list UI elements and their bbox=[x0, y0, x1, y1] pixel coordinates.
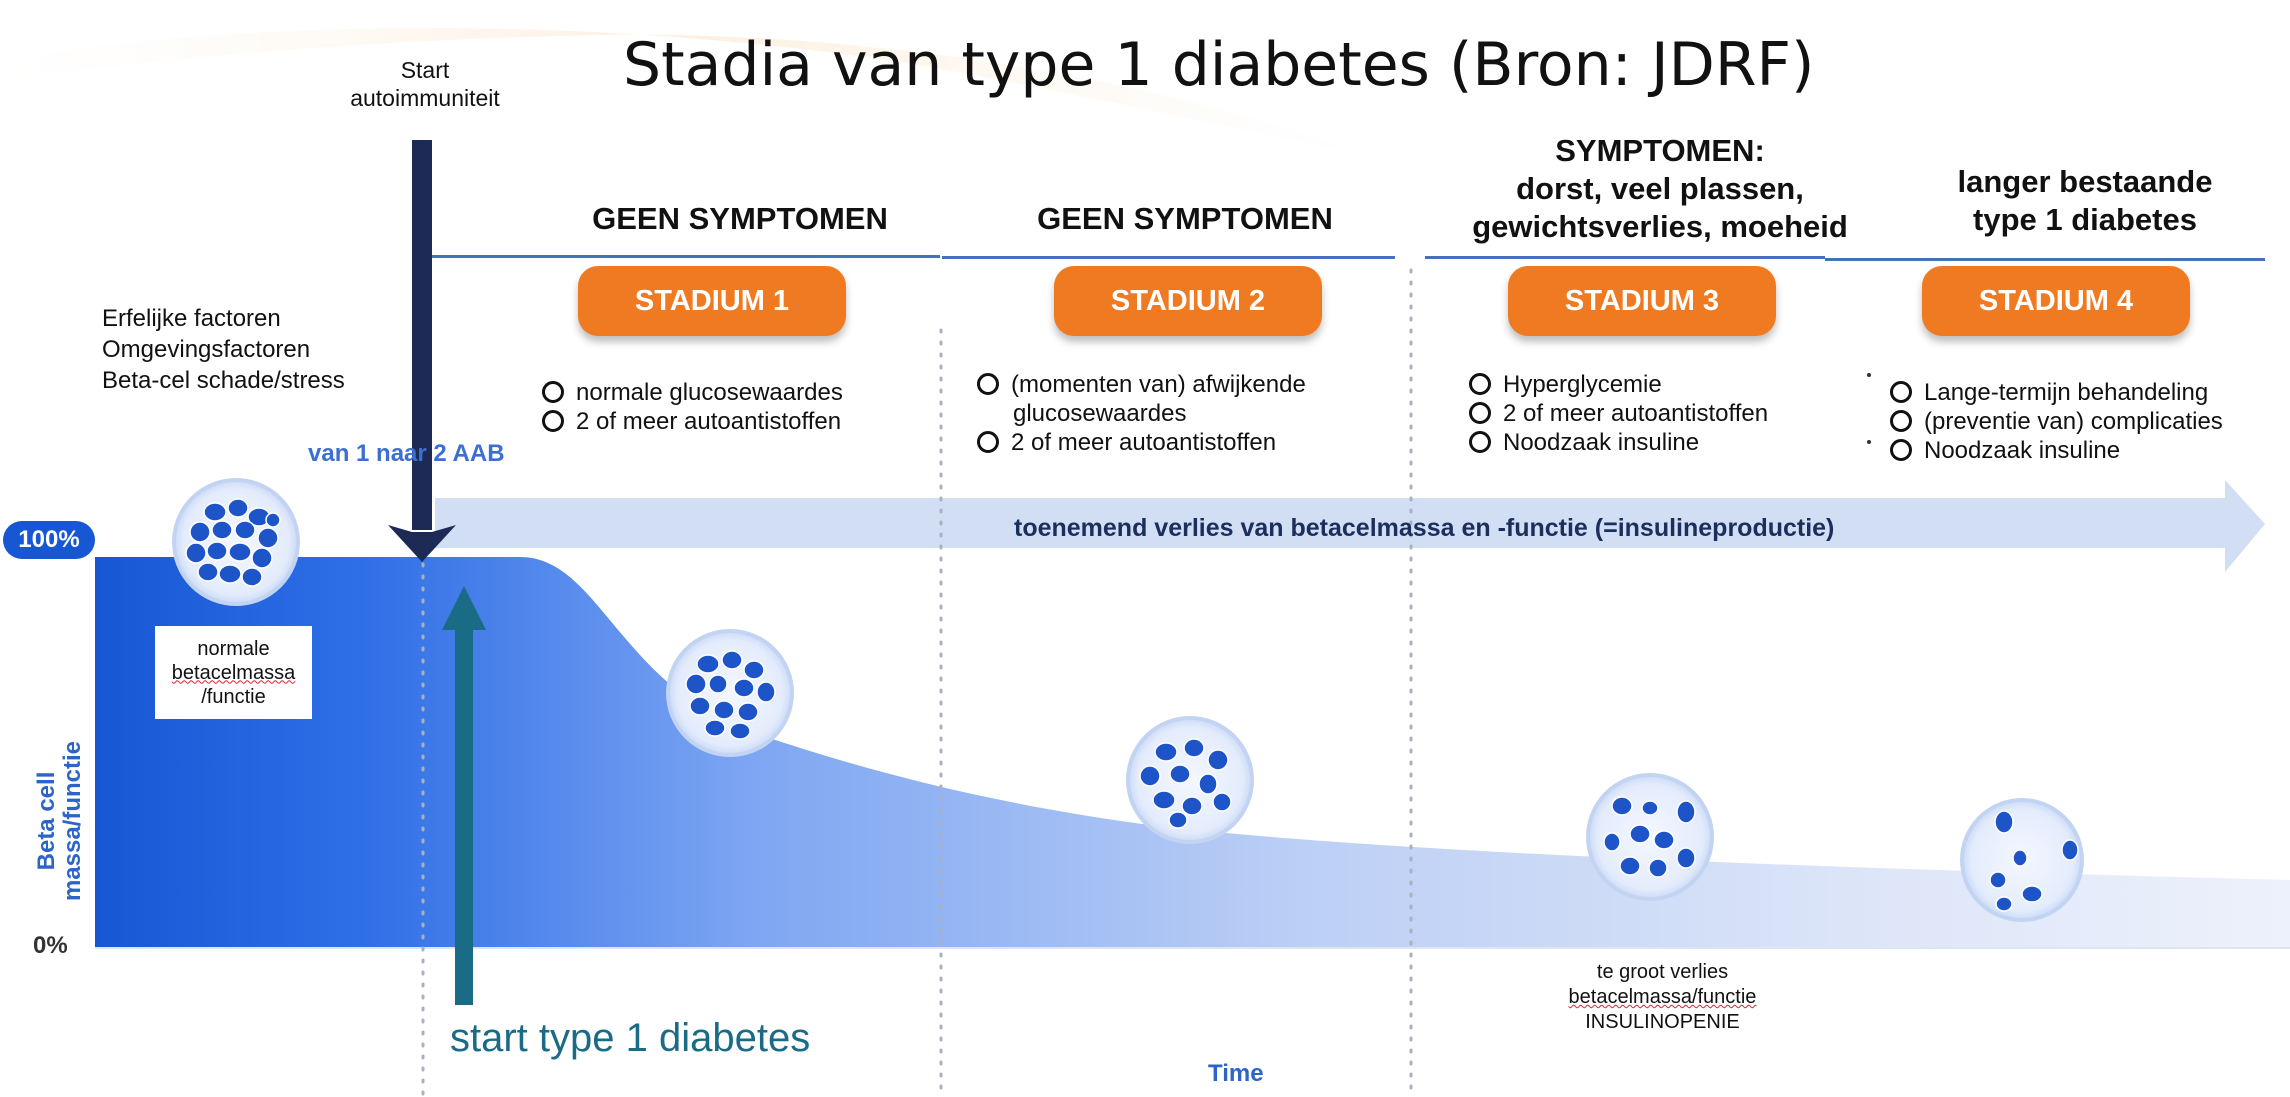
start-t1d-label: start type 1 diabetes bbox=[450, 1016, 811, 1060]
beta-cell-curve-area bbox=[95, 557, 2290, 948]
risk-factors: Erfelijke factoren Omgevingsfactoren Bet… bbox=[102, 303, 345, 396]
stage-2-header: GEEN SYMPTOMEN bbox=[1037, 201, 1333, 236]
bullet-ring-icon bbox=[1469, 373, 1491, 395]
bullet-ring-icon bbox=[977, 431, 999, 453]
progress-arrow-label: toenemend verlies van betacelmassa en -f… bbox=[1014, 514, 1835, 542]
stage-4-badge: STADIUM 4 bbox=[1922, 266, 2190, 336]
stage-2-rule bbox=[942, 256, 1395, 259]
background-swoosh bbox=[0, 27, 1380, 160]
stage-1-rule bbox=[432, 255, 940, 258]
bullet-ring-icon bbox=[542, 381, 564, 403]
y-axis-0-label: 0% bbox=[33, 932, 68, 959]
list-item: 2 of meer autoantistoffen bbox=[1469, 399, 1768, 428]
list-item: Noodzaak insuline bbox=[1890, 436, 2223, 465]
page-title: Stadia van type 1 diabetes (Bron: JDRF) bbox=[623, 30, 1815, 100]
factor-hereditary: Erfelijke factoren bbox=[102, 305, 281, 332]
stage-2-badge: STADIUM 2 bbox=[1054, 266, 1322, 336]
list-item: (preventie van) complicaties bbox=[1890, 407, 2223, 436]
islet-stage-4 bbox=[1960, 798, 2084, 922]
stage-3-badge: STADIUM 3 bbox=[1508, 266, 1776, 336]
factor-environment: Omgevingsfactoren bbox=[102, 336, 311, 363]
stage-1-badge: STADIUM 1 bbox=[578, 266, 846, 336]
stray-dot bbox=[1867, 373, 1871, 377]
stage-3-rule bbox=[1425, 256, 1825, 259]
stage-1-header: GEEN SYMPTOMEN bbox=[592, 201, 888, 236]
bullet-ring-icon bbox=[1890, 410, 1912, 432]
bullet-ring-icon bbox=[1890, 439, 1912, 461]
stage-2-bullets: (momenten van) afwijkende glucosewaardes… bbox=[977, 370, 1306, 457]
y-axis-label: Beta cell massa/functie bbox=[33, 740, 86, 902]
start-autoimmunity-label: Start autoimmuniteit bbox=[350, 57, 500, 111]
list-item: Hyperglycemie bbox=[1469, 370, 1768, 399]
islet-full bbox=[172, 478, 300, 606]
islet-stage-2 bbox=[1126, 716, 1254, 844]
start-t1d-arrow bbox=[442, 586, 486, 1005]
list-item: Noodzaak insuline bbox=[1469, 428, 1768, 457]
list-item: normale glucosewaardes bbox=[542, 378, 843, 407]
list-item: 2 of meer autoantistoffen bbox=[977, 428, 1306, 457]
normal-mass-label: normale betacelmassa /functie bbox=[155, 626, 312, 719]
progress-arrow bbox=[435, 480, 2265, 572]
list-item: (momenten van) afwijkende bbox=[977, 370, 1306, 399]
stage-1-bullets: normale glucosewaardes 2 of meer autoant… bbox=[542, 378, 843, 436]
stray-dot bbox=[1867, 440, 1871, 444]
bullet-ring-icon bbox=[977, 373, 999, 395]
islet-stage-1 bbox=[666, 629, 794, 757]
start-autoimmunity-arrow bbox=[388, 140, 456, 562]
bullet-ring-icon bbox=[1890, 381, 1912, 403]
bullet-ring-icon bbox=[542, 410, 564, 432]
list-item: 2 of meer autoantistoffen bbox=[542, 407, 843, 436]
islet-cells bbox=[172, 478, 2084, 922]
stage-4-bullets: Lange-termijn behandeling (preventie van… bbox=[1890, 378, 2223, 465]
x-axis-label: Time bbox=[1208, 1060, 1264, 1087]
stage-dividers bbox=[421, 268, 1413, 1097]
islet-stage-3 bbox=[1586, 773, 1714, 901]
bullet-ring-icon bbox=[1469, 402, 1491, 424]
list-item: glucosewaardes bbox=[1013, 400, 1187, 427]
list-item: Lange-termijn behandeling bbox=[1890, 378, 2223, 407]
bullet-ring-icon bbox=[1469, 431, 1491, 453]
y-axis-100-badge: 100% bbox=[3, 521, 95, 559]
insulinopenia-note: te groot verlies betacelmassa/functie IN… bbox=[1568, 961, 1757, 1033]
stage-3-bullets: Hyperglycemie 2 of meer autoantistoffen … bbox=[1469, 370, 1768, 457]
factor-beta-cell-stress: Beta-cel schade/stress bbox=[102, 367, 345, 394]
stage-3-header: SYMPTOMEN: dorst, veel plassen, gewichts… bbox=[1472, 133, 1848, 244]
stage-4-rule bbox=[1825, 258, 2265, 261]
aab-label: van 1 naar 2 AAB bbox=[308, 440, 505, 467]
stage-4-header: langer bestaande type 1 diabetes bbox=[1957, 164, 2213, 237]
